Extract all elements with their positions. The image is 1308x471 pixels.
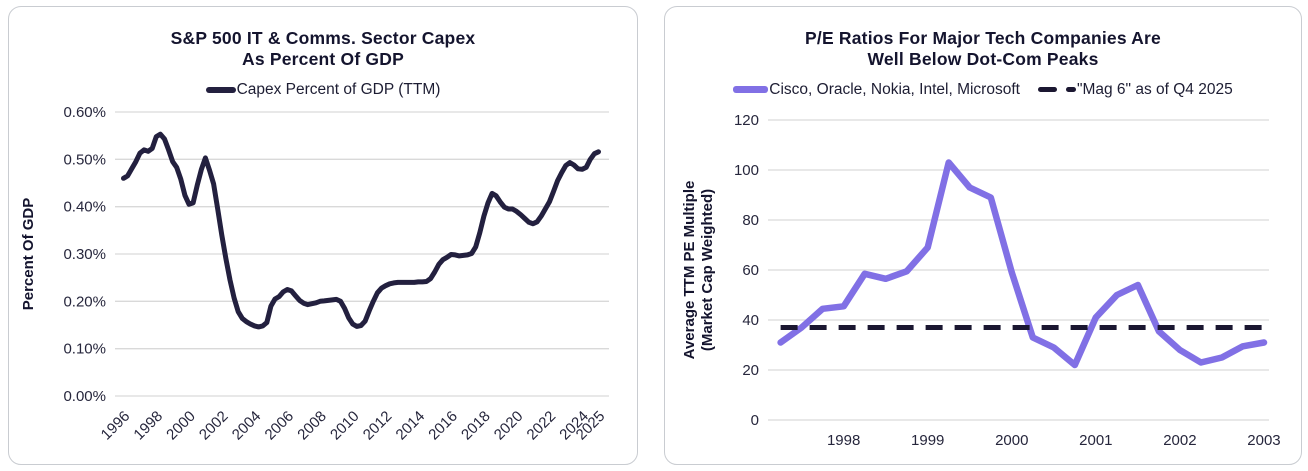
svg-text:0: 0 [751, 412, 759, 429]
svg-text:2024: 2024 [556, 408, 592, 444]
pe-chart-legend: Cisco, Oracle, Nokia, Intel, Microsoft "… [665, 81, 1301, 99]
svg-text:2004: 2004 [229, 408, 265, 444]
svg-text:2000: 2000 [995, 432, 1028, 449]
pe-ratio-chart-card: P/E Ratios For Major Tech Companies Are … [664, 6, 1302, 465]
pe-chart-title-line2: Well Below Dot-Com Peaks [867, 49, 1099, 70]
svg-text:2001: 2001 [1079, 432, 1112, 449]
line-swatch-icon [205, 86, 236, 93]
legend-item-mag6: "Mag 6" as of Q4 2025 [1037, 80, 1233, 99]
legend-label-capex: Capex Percent of GDP (TTM) [236, 80, 441, 98]
svg-text:2016: 2016 [425, 408, 461, 444]
svg-text:2006: 2006 [262, 408, 298, 444]
svg-text:2000: 2000 [163, 408, 199, 444]
pe-chart-title-line1: P/E Ratios For Major Tech Companies Are [805, 28, 1161, 48]
svg-text:Average TTM PE Multiple: Average TTM PE Multiple [681, 181, 698, 360]
svg-text:2022: 2022 [524, 408, 560, 444]
svg-text:1998: 1998 [130, 408, 166, 444]
svg-text:1998: 1998 [827, 432, 860, 449]
svg-text:40: 40 [742, 312, 759, 329]
capex-chart-card: S&P 500 IT & Comms. Sector Capex As Perc… [8, 6, 638, 465]
svg-text:2002: 2002 [1163, 432, 1196, 449]
svg-text:120: 120 [734, 112, 759, 129]
legend-label-tech-companies: Cisco, Oracle, Nokia, Intel, Microsoft [769, 80, 1020, 98]
svg-text:2002: 2002 [196, 408, 232, 444]
svg-text:1996: 1996 [98, 408, 134, 444]
line-swatch-icon [733, 86, 769, 93]
dash-swatch-icon [1037, 86, 1057, 93]
svg-text:Percent Of GDP: Percent Of GDP [20, 198, 37, 311]
svg-text:2025: 2025 [573, 408, 609, 444]
pe-ratio-line-chart: 0 20 40 60 80 100 120 1998 1999 2000 2001 2002 2003 A… [681, 112, 1281, 449]
svg-text:20: 20 [742, 362, 759, 379]
capex-chart-title: S&P 500 IT & Comms. Sector Capex As Perc… [9, 28, 637, 71]
svg-text:2014: 2014 [393, 408, 429, 444]
capex-chart-title-line2: As Percent Of GDP [242, 49, 404, 70]
svg-text:2020: 2020 [491, 408, 527, 444]
capex-line-chart: 0.00% 0.10% 0.20% 0.30% 0.40% 0.50% 0.60% 19961… [20, 104, 609, 444]
capex-chart-legend: Capex Percent of GDP (TTM) [9, 81, 637, 99]
capex-chart-title-line1: S&P 500 IT & Comms. Sector Capex [170, 28, 476, 48]
svg-text:0.00%: 0.00% [63, 388, 106, 405]
svg-text:2008: 2008 [294, 408, 330, 444]
svg-text:60: 60 [742, 262, 759, 279]
legend-item-tech-companies: Cisco, Oracle, Nokia, Intel, Microsoft [733, 81, 1020, 99]
svg-text:2018: 2018 [458, 408, 494, 444]
legend-label-mag6: "Mag 6" as of Q4 2025 [1076, 80, 1233, 98]
svg-text:0.50%: 0.50% [63, 151, 106, 168]
svg-text:80: 80 [742, 212, 759, 229]
svg-text:2003: 2003 [1247, 432, 1280, 449]
svg-text:0.20%: 0.20% [63, 293, 106, 310]
legend-item-capex: Capex Percent of GDP (TTM) [205, 80, 441, 99]
svg-text:0.30%: 0.30% [63, 246, 106, 263]
svg-text:2010: 2010 [327, 408, 363, 444]
dash-swatch-icon [1065, 86, 1076, 93]
svg-text:0.10%: 0.10% [63, 341, 106, 358]
svg-text:100: 100 [734, 162, 759, 179]
svg-text:(Market Cap Weighted): (Market Cap Weighted) [699, 189, 716, 351]
pe-chart-title: P/E Ratios For Major Tech Companies Are … [665, 28, 1301, 71]
svg-text:0.60%: 0.60% [63, 104, 106, 121]
svg-text:1999: 1999 [911, 432, 944, 449]
svg-text:0.40%: 0.40% [63, 199, 106, 216]
svg-text:2012: 2012 [360, 408, 396, 444]
